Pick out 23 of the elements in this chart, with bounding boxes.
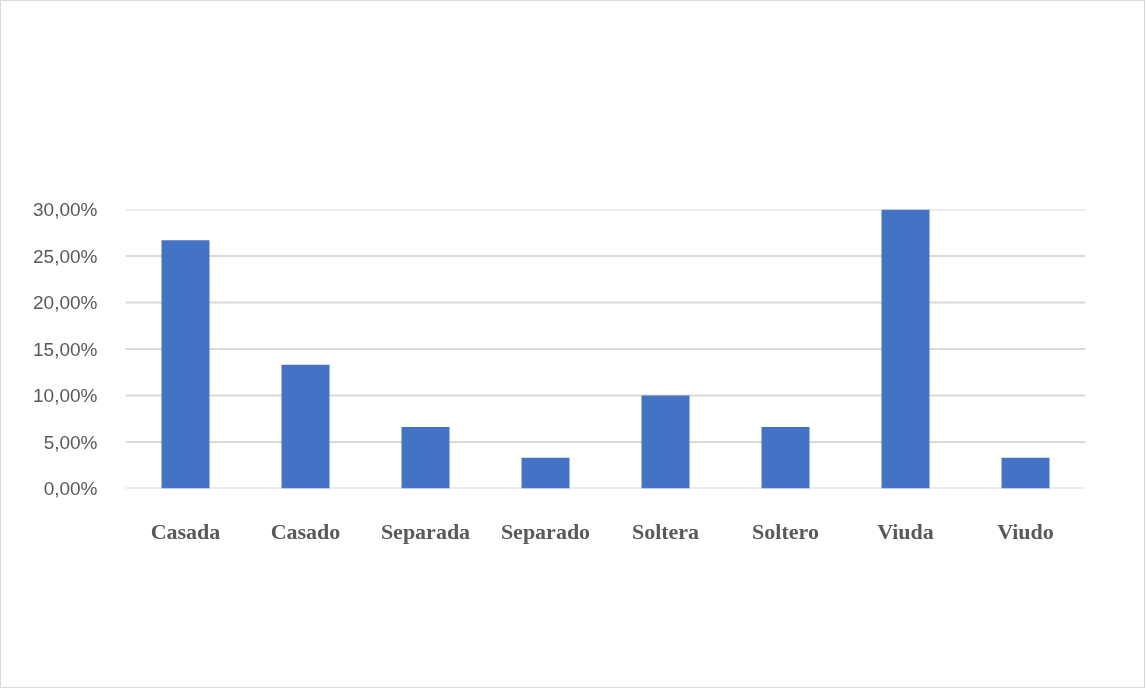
y-tick-label: 0,00% — [43, 478, 98, 499]
x-tick-label: Viudo — [997, 518, 1054, 544]
y-tick-label: 15,00% — [33, 338, 98, 360]
y-tick-label: 5,00% — [43, 431, 98, 453]
x-tick-label: Viuda — [877, 518, 934, 544]
bar — [161, 240, 210, 489]
x-tick-label: Separada — [380, 518, 471, 544]
y-tick-label: 30,00% — [33, 199, 98, 220]
bar — [761, 427, 810, 489]
y-tick-label: 20,00% — [33, 292, 98, 313]
y-tick-label: 10,00% — [33, 385, 98, 406]
x-tick-label: Soltera — [631, 518, 700, 544]
bar — [1001, 457, 1050, 489]
x-tick-label: Casada — [150, 518, 221, 544]
bar — [881, 209, 930, 489]
x-tick-label: Separado — [500, 518, 591, 544]
y-tick-label: 25,00% — [33, 245, 98, 267]
x-tick-label: Casado — [270, 518, 341, 544]
bar — [521, 457, 570, 489]
bar — [281, 364, 330, 489]
bar — [641, 395, 690, 489]
x-tick-label: Soltero — [752, 518, 819, 544]
bar — [401, 427, 450, 489]
